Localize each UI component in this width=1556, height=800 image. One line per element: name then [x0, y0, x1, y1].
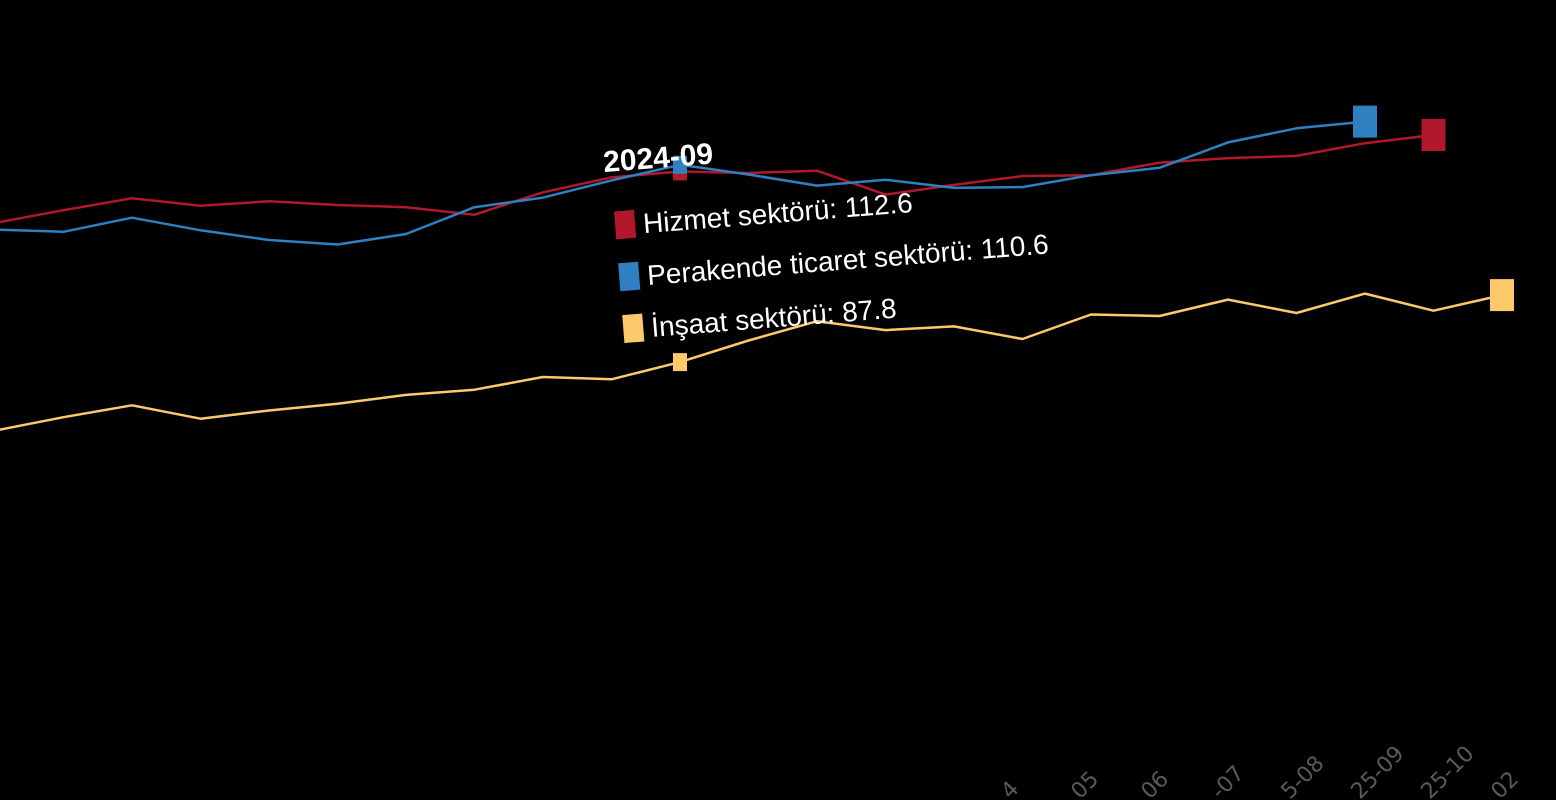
x-tick-label: -07 — [1207, 761, 1250, 800]
tooltip: 2024-09 Hizmet sektörü: 112.6 Perakende … — [602, 138, 1050, 344]
x-tick-label: 06 — [1137, 767, 1174, 800]
tooltip-swatch-perakende — [618, 261, 641, 292]
end-marker-0 — [1421, 119, 1446, 151]
highlight-marker-2 — [673, 353, 687, 372]
x-tick-label: 25-09 — [1347, 741, 1410, 800]
tooltip-swatch-hizmet — [614, 209, 637, 240]
end-marker-2 — [1490, 279, 1514, 312]
tooltip-row-hizmet: Hizmet sektörü: 112.6 — [642, 187, 914, 239]
highlight-marker-1 — [673, 155, 687, 174]
tooltip-swatch-insaat — [622, 313, 645, 344]
end-marker-1 — [1353, 105, 1377, 138]
x-tick-label: 4 — [997, 777, 1025, 800]
x-axis-ticks: 4 05 06 -07 5-08 25-09 25-10 02 — [997, 741, 1524, 800]
series-line-2 — [0, 292, 1503, 431]
highlight-markers — [673, 155, 687, 372]
series-line-0 — [0, 133, 1434, 224]
tooltip-row-perakende: Perakende ticaret sektörü: 110.6 — [646, 229, 1050, 291]
tooltip-row-insaat: İnşaat sektörü: 87.8 — [650, 293, 898, 343]
x-tick-label: 25-10 — [1417, 741, 1480, 800]
x-tick-label: 02 — [1487, 767, 1524, 800]
x-tick-label: 05 — [1067, 767, 1104, 800]
x-tick-label: 5-08 — [1277, 751, 1330, 800]
end-markers — [1353, 105, 1514, 312]
